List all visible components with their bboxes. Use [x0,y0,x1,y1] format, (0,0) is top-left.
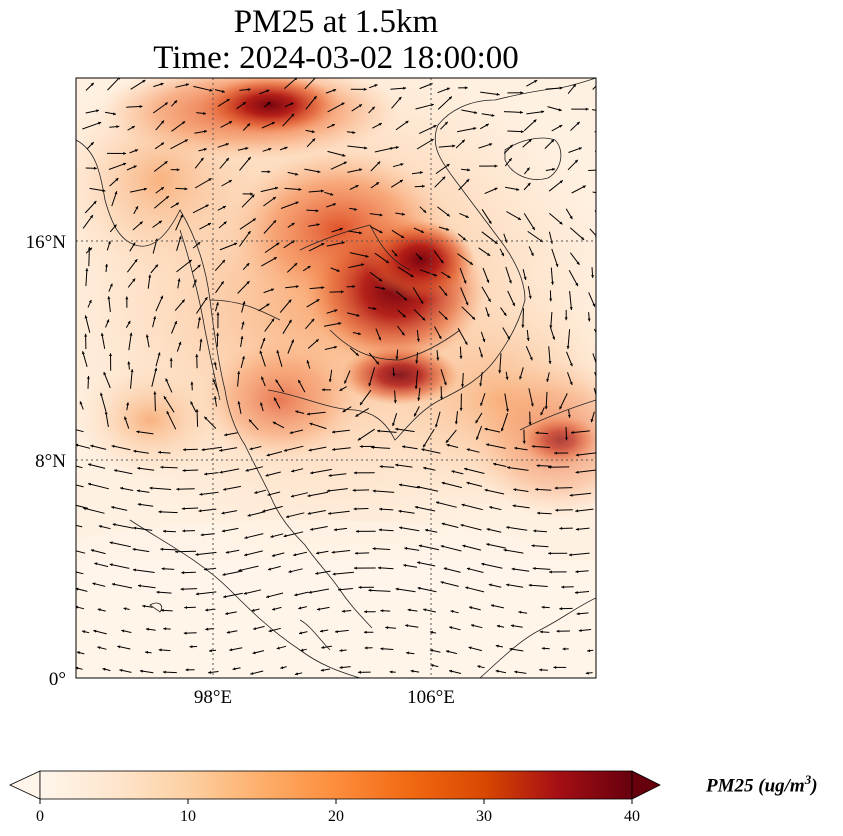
gridlines [76,78,596,678]
colorbar-tick-label: 20 [328,808,344,825]
colorbar-gradient [39,770,633,800]
lat-tick-0: 0° [49,669,66,690]
map-frame [75,77,597,679]
colorbar-tick-label: 40 [624,808,640,825]
coastlines [76,78,596,678]
colorbar: 0 10 20 30 40 [9,770,661,825]
pm25-field [76,78,596,678]
colorbar-tick-label: 30 [476,808,492,825]
colorbar-label: PM25 (ug/m3) [706,772,818,797]
colorbar-tick-label: 10 [180,808,196,825]
lat-tick-16n: 16°N [26,232,67,253]
map-title-line2: Time: 2024-03-02 18:00:00 [153,40,519,76]
lon-tick-98e: 98°E [194,687,232,708]
colorbar-tick-label: 0 [36,808,44,825]
lat-tick-8n: 8°N [35,451,66,472]
lon-tick-106e: 106°E [407,687,455,708]
colorbar-max-extend [631,770,661,800]
map-title-line1: PM25 at 1.5km [233,4,439,40]
wind-vectors [76,78,596,676]
colorbar-min-extend [9,770,41,800]
